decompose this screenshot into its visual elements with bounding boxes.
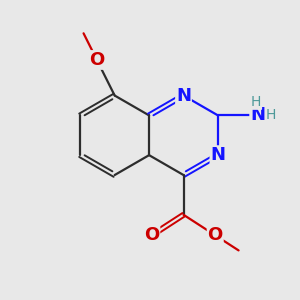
- Text: N: N: [250, 106, 265, 124]
- Text: O: O: [144, 226, 159, 244]
- Text: N: N: [176, 86, 191, 104]
- Text: H: H: [251, 95, 261, 109]
- Text: H: H: [266, 108, 276, 122]
- Text: N: N: [210, 146, 225, 164]
- Text: O: O: [89, 51, 104, 69]
- Text: O: O: [208, 226, 223, 244]
